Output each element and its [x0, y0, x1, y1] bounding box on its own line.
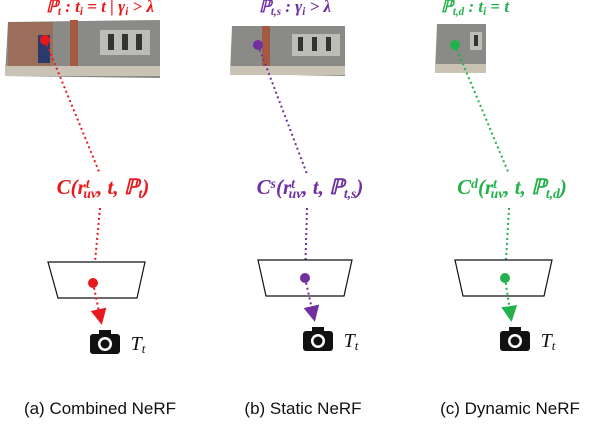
math-text: = t — [486, 0, 510, 16]
camera-label: Tt — [541, 330, 556, 353]
math-sub: t — [552, 338, 556, 353]
math-sub: uv — [491, 186, 506, 201]
math-text: C(r — [57, 175, 87, 199]
math-sub: t,d — [453, 6, 465, 18]
camera-label: Tt — [344, 330, 359, 353]
math-sub: t — [355, 338, 359, 353]
image-dynamic — [435, 24, 486, 73]
caption: (c) Dynamic NeRF — [440, 399, 580, 418]
math-sub: t,s — [271, 6, 281, 18]
image-combined — [5, 20, 160, 78]
point — [253, 40, 263, 50]
math-sub: uv — [289, 186, 304, 201]
set-label: ℙt,d : ti = t — [441, 0, 510, 18]
set-label: ℙt,s : γi > λ — [259, 0, 332, 18]
camera-icon — [511, 337, 520, 346]
camera-icon — [509, 327, 521, 332]
set-label: ℙt : ti = t | γi > λ — [46, 0, 154, 18]
caption: (b) Static NeRF — [244, 399, 361, 418]
camera-icon — [314, 337, 323, 346]
math-text: > λ — [305, 0, 331, 16]
math-text: C — [457, 175, 472, 199]
camera-icon — [99, 330, 111, 335]
math-text: , t, ℙ — [301, 175, 347, 199]
math-sub: t — [142, 341, 146, 356]
diagram: ℙt : ti = t | γi > λC(rtuv, t, ℙt)Ttℙt,s… — [0, 0, 600, 425]
point — [40, 35, 50, 45]
math-sub: t,d — [546, 186, 560, 201]
math-text: > λ — [128, 0, 154, 16]
math-sub: t,s — [344, 186, 357, 201]
camera-label: Tt — [131, 333, 146, 356]
math-text: , t, ℙ — [96, 175, 142, 199]
point — [450, 40, 460, 50]
pixel — [88, 278, 98, 288]
math-text: C — [257, 175, 272, 199]
math-text: , t, ℙ — [503, 175, 549, 199]
math-sub: uv — [83, 186, 98, 201]
caption: (a) Combined NeRF — [24, 399, 176, 418]
captions: (a) Combined NeRF (b) Static NeRF (c) Dy… — [24, 399, 580, 418]
math-text: ) — [140, 175, 149, 199]
math-text: ) — [558, 175, 567, 199]
camera-icon — [101, 340, 110, 349]
image-static — [230, 26, 345, 76]
pixel — [300, 273, 310, 283]
math-text: ) — [354, 175, 363, 199]
math-text: : t — [61, 0, 81, 16]
pixel — [500, 273, 510, 283]
camera-icon — [312, 327, 324, 332]
math-text: = t | γ — [83, 0, 126, 16]
math-text: : γ — [281, 0, 303, 16]
math-text: : t — [464, 0, 484, 16]
